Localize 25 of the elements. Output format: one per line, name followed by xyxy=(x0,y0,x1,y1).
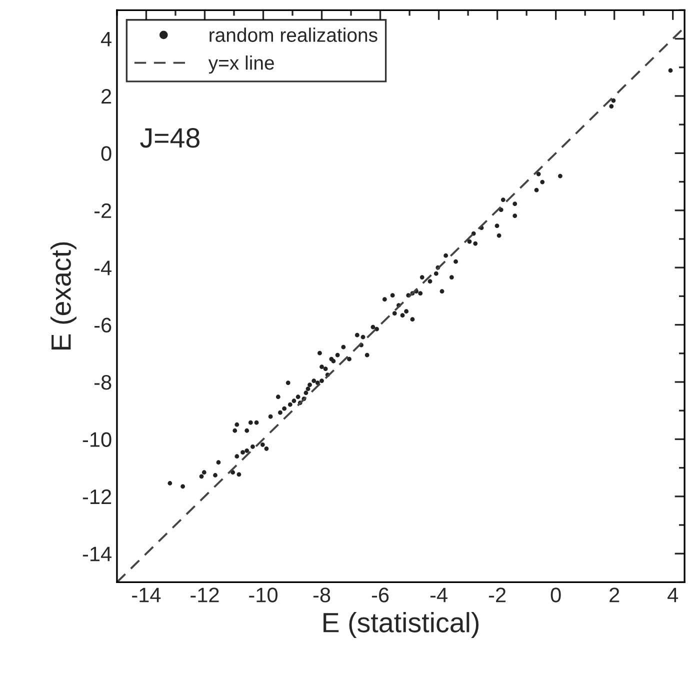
x-tick-label: 0 xyxy=(550,588,561,602)
x-tick-label: -6 xyxy=(372,588,389,602)
y-tick-label: -4 xyxy=(94,260,112,276)
y-tick-label: -14 xyxy=(82,546,112,562)
y-tick-label: -8 xyxy=(94,375,112,390)
y-tick-label: -10 xyxy=(82,432,112,447)
y-tick-label: 0 xyxy=(101,146,112,161)
x-tick-label: 2 xyxy=(610,588,620,602)
x-axis-title: E (statistical) xyxy=(324,612,479,638)
x-tick-label: -2 xyxy=(488,588,506,602)
x-tick-label: -10 xyxy=(249,588,278,602)
legend-label: random realizations xyxy=(210,28,378,42)
y-tick-label: 4 xyxy=(100,32,112,46)
annotation: J=48 xyxy=(140,128,200,148)
x-tick-label: 4 xyxy=(668,588,678,602)
y-tick-label: -2 xyxy=(94,203,112,218)
x-tick-label: -8 xyxy=(313,588,330,602)
x-tick-label: -12 xyxy=(190,588,219,602)
y-axis-title: E (exact) xyxy=(50,242,76,350)
legend-label: y=x line xyxy=(208,56,274,74)
x-tick-label: -14 xyxy=(132,588,161,602)
y-tick-label: -6 xyxy=(94,318,112,333)
y-tick-label: -12 xyxy=(82,489,112,504)
y-tick-label: 2 xyxy=(102,88,112,104)
x-tick-label: -4 xyxy=(430,588,448,602)
